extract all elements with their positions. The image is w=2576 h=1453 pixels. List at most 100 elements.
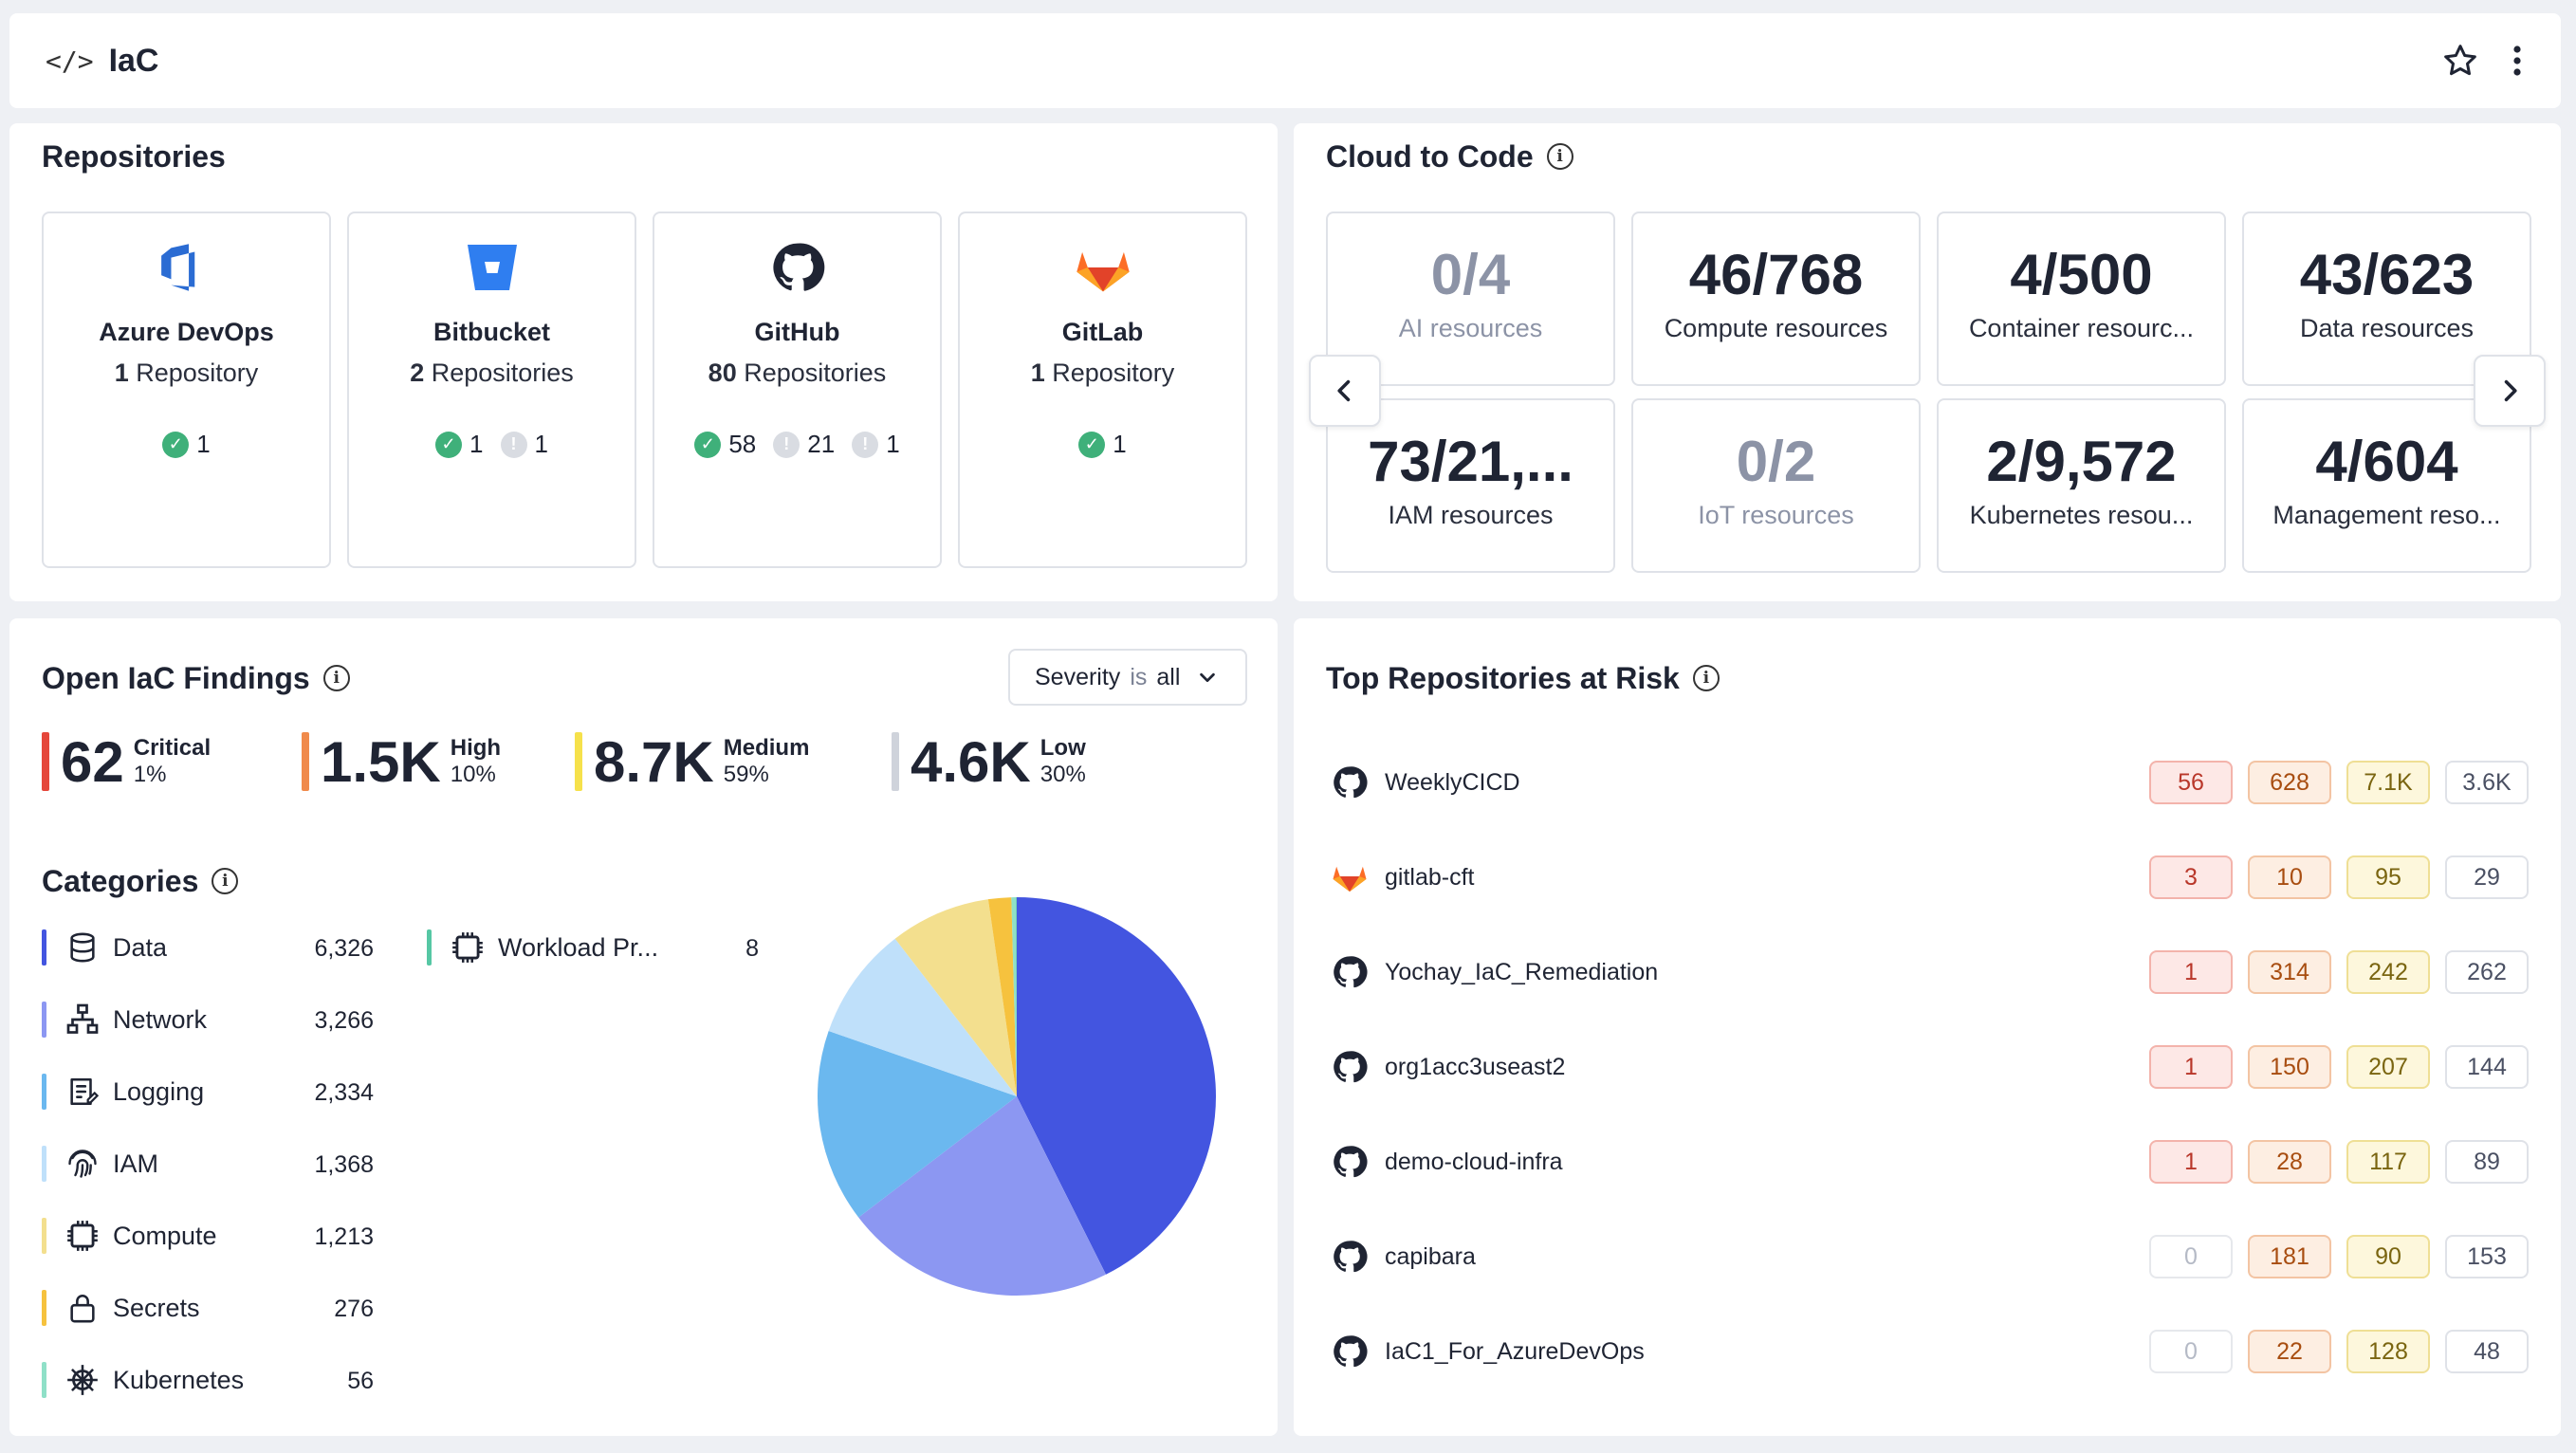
severity-count: 8.7K — [594, 729, 714, 794]
risk-pill-high[interactable]: 181 — [2248, 1235, 2331, 1278]
risk-pill-high[interactable]: 628 — [2248, 761, 2331, 804]
risk-pill-crit[interactable]: 3 — [2149, 855, 2233, 899]
filter-value: all — [1156, 663, 1181, 690]
category-kubernetes[interactable]: Kubernetes — [42, 1358, 244, 1402]
pie-slice-compute[interactable] — [894, 899, 1017, 1096]
risk-pill-low[interactable]: 89 — [2445, 1140, 2529, 1184]
c2c-card-management[interactable]: 4/604 Management reso... — [2242, 398, 2531, 573]
pie-slice-workload-pr[interactable] — [1016, 897, 1017, 1096]
alert-icon: ! — [500, 431, 527, 458]
info-icon[interactable]: i — [322, 665, 350, 691]
pie-slice-kubernetes[interactable] — [1011, 897, 1017, 1096]
status-ok: ✓ 58 — [694, 430, 756, 459]
risk-pill-low[interactable]: 48 — [2445, 1330, 2529, 1373]
risk-row[interactable]: IaC1_For_AzureDevOps 0 22 128 48 — [1332, 1330, 2529, 1373]
risk-row[interactable]: capibara 0 181 90 153 — [1332, 1235, 2529, 1278]
risk-row[interactable]: WeeklyCICD 56 628 7.1K 3.6K — [1332, 761, 2529, 804]
pie-slice-iam[interactable] — [828, 938, 1017, 1096]
severity-high[interactable]: 1.5K High 10% — [302, 730, 501, 794]
category-compute[interactable]: Compute — [42, 1214, 217, 1258]
page-title: IaC — [108, 42, 159, 79]
risk-row[interactable]: org1acc3useast2 1 150 207 144 — [1332, 1045, 2529, 1089]
severity-low[interactable]: 4.6K Low 30% — [892, 730, 1086, 794]
severity-critical[interactable]: 62 Critical 1% — [42, 730, 211, 794]
info-icon[interactable]: i — [1546, 143, 1573, 170]
status-warning: ! 1 — [852, 430, 900, 459]
c2c-card-ai[interactable]: 0/4 AI resources — [1326, 212, 1615, 386]
category-data[interactable]: Data — [42, 926, 167, 969]
category-name: Logging — [113, 1076, 205, 1106]
risk-pill-low[interactable]: 153 — [2445, 1235, 2529, 1278]
repo-card-github[interactable]: GitHub 80 Repositories ✓ 58 ! 21 ! 1 — [653, 212, 942, 568]
risk-pill-med[interactable]: 117 — [2346, 1140, 2430, 1184]
c2c-value: 43/623 — [2299, 243, 2475, 306]
risk-pill-crit[interactable]: 1 — [2149, 950, 2233, 994]
c2c-card-container[interactable]: 4/500 Container resourc... — [1937, 212, 2226, 386]
risk-pill-high[interactable]: 22 — [2248, 1330, 2331, 1373]
c2c-card-iot[interactable]: 0/2 IoT resources — [1631, 398, 1921, 573]
info-icon[interactable]: i — [1692, 665, 1720, 691]
risk-pill-high[interactable]: 150 — [2248, 1045, 2331, 1089]
risk-pill-med[interactable]: 7.1K — [2346, 761, 2430, 804]
risk-pill-low[interactable]: 144 — [2445, 1045, 2529, 1089]
risk-pill-crit[interactable]: 56 — [2149, 761, 2233, 804]
pie-slice-logging[interactable] — [818, 1031, 1017, 1218]
carousel-next-button[interactable] — [2474, 355, 2546, 427]
repo-card-azure-devops[interactable]: Azure DevOps 1 Repository ✓ 1 — [42, 212, 331, 568]
c2c-label: Kubernetes resou... — [1969, 501, 2194, 529]
risk-pill-crit[interactable]: 1 — [2149, 1140, 2233, 1184]
c2c-card-iam[interactable]: 73/21,... IAM resources — [1326, 398, 1615, 573]
risk-pill-high[interactable]: 10 — [2248, 855, 2331, 899]
more-options-icon[interactable] — [2512, 44, 2523, 78]
c2c-card-kubernetes[interactable]: 2/9,572 Kubernetes resou... — [1937, 398, 2226, 573]
header-actions — [2441, 13, 2523, 108]
category-workload-protection[interactable]: Workload Pr... — [427, 926, 658, 969]
risk-pill-low[interactable]: 29 — [2445, 855, 2529, 899]
category-value: 1,368 — [314, 1151, 374, 1178]
risk-pill-med[interactable]: 95 — [2346, 855, 2430, 899]
risk-pill-low[interactable]: 262 — [2445, 950, 2529, 994]
risk-pill-high[interactable]: 28 — [2248, 1140, 2331, 1184]
severity-meta: Low 30% — [1040, 735, 1086, 787]
carousel-prev-button[interactable] — [1309, 355, 1381, 427]
category-name: Network — [113, 1004, 208, 1034]
severity-filter-dropdown[interactable]: Severity is all — [1008, 649, 1247, 706]
severity-medium[interactable]: 8.7K Medium 59% — [575, 730, 809, 794]
c2c-card-compute[interactable]: 46/768 Compute resources — [1631, 212, 1921, 386]
c2c-label: AI resources — [1398, 314, 1543, 342]
repo-statuses: ✓ 1 — [960, 430, 1245, 459]
risk-pill-low[interactable]: 3.6K — [2445, 761, 2529, 804]
risk-pill-crit[interactable]: 0 — [2149, 1235, 2233, 1278]
risk-pill-med[interactable]: 90 — [2346, 1235, 2430, 1278]
category-network[interactable]: Network — [42, 998, 207, 1041]
risk-row[interactable]: gitlab-cft 3 10 95 29 — [1332, 855, 2529, 899]
top-risk-title-text: Top Repositories at Risk — [1326, 660, 1680, 695]
repo-card-gitlab[interactable]: GitLab 1 Repository ✓ 1 — [958, 212, 1247, 568]
pie-slice-data[interactable] — [1017, 897, 1217, 1275]
risk-row[interactable]: demo-cloud-infra 1 28 117 89 — [1332, 1140, 2529, 1184]
risk-row[interactable]: Yochay_IaC_Remediation 1 314 242 262 — [1332, 950, 2529, 994]
pie-slice-network[interactable] — [858, 1096, 1107, 1296]
repo-card-bitbucket[interactable]: Bitbucket 2 Repositories ✓ 1 ! 1 — [347, 212, 636, 568]
risk-pill-crit[interactable]: 0 — [2149, 1330, 2233, 1373]
star-icon[interactable] — [2441, 42, 2479, 80]
risk-pill-med[interactable]: 128 — [2346, 1330, 2430, 1373]
risk-repo-name: capibara — [1385, 1242, 1476, 1270]
gitlab-icon — [960, 236, 1245, 299]
page-header: </> IaC — [9, 13, 2561, 108]
risk-pill-med[interactable]: 242 — [2346, 950, 2430, 994]
category-name: Data — [113, 932, 168, 962]
category-value: 6,326 — [314, 935, 374, 962]
category-logging[interactable]: Logging — [42, 1070, 204, 1113]
risk-pill-med[interactable]: 207 — [2346, 1045, 2430, 1089]
info-icon[interactable]: i — [212, 868, 239, 894]
category-secrets[interactable]: Secrets — [42, 1286, 200, 1330]
github-icon — [1332, 1333, 1368, 1370]
risk-pill-high[interactable]: 314 — [2248, 950, 2331, 994]
c2c-value: 2/9,572 — [1986, 430, 2177, 493]
fingerprint-icon — [64, 1145, 101, 1183]
category-value: 56 — [347, 1368, 374, 1394]
category-iam[interactable]: IAM — [42, 1142, 158, 1186]
pie-slice-secrets[interactable] — [987, 897, 1017, 1096]
risk-pill-crit[interactable]: 1 — [2149, 1045, 2233, 1089]
